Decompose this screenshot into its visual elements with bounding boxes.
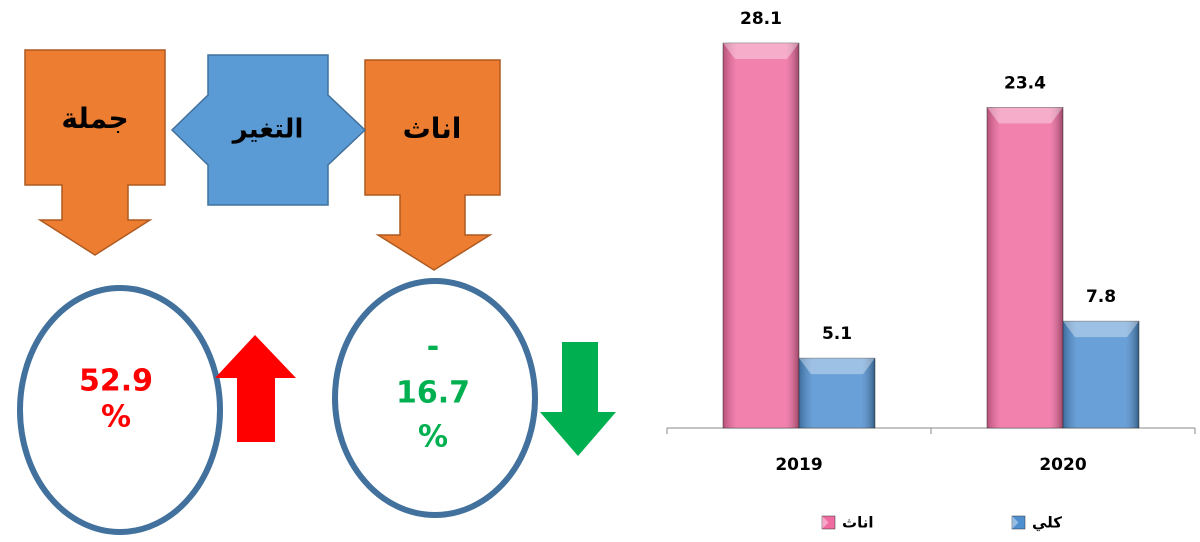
legend-swatch — [1011, 515, 1026, 530]
data-label: 28.1 — [740, 9, 782, 29]
change-callout — [170, 54, 367, 206]
bar — [722, 42, 800, 429]
total-change: 52.9 — [79, 364, 153, 399]
x-tick-label: 2020 — [1039, 455, 1086, 475]
total-circle — [17, 285, 223, 535]
females-callout — [364, 59, 501, 271]
legend-label: كلي — [1032, 514, 1062, 532]
females-circle — [332, 278, 538, 518]
down-arrow — [540, 342, 616, 456]
change-label: التغير — [231, 115, 304, 145]
legend-label: اناث — [842, 514, 873, 532]
total-label: جملة — [61, 102, 128, 135]
data-label: 23.4 — [1004, 73, 1046, 93]
legend-swatch-bevel — [1012, 516, 1019, 529]
total-change: % — [101, 400, 131, 435]
bar-bevel — [1063, 321, 1139, 338]
bar-bevel — [723, 43, 799, 60]
data-label: 5.1 — [822, 324, 852, 344]
x-tick-label: 2019 — [775, 455, 822, 475]
females-change: - — [427, 330, 439, 365]
females-change: % — [418, 420, 448, 455]
bar-bevel — [799, 358, 875, 375]
bar — [1062, 320, 1140, 429]
bar — [986, 107, 1064, 429]
legend-swatch-bevel — [822, 516, 829, 529]
females-change: 16.7 — [396, 376, 470, 411]
up-arrow — [215, 335, 296, 442]
bar-bevel — [987, 107, 1063, 124]
legend-swatch — [821, 515, 836, 530]
females-label: اناث — [403, 112, 462, 145]
data-label: 7.8 — [1086, 287, 1116, 307]
total-callout — [24, 49, 166, 256]
